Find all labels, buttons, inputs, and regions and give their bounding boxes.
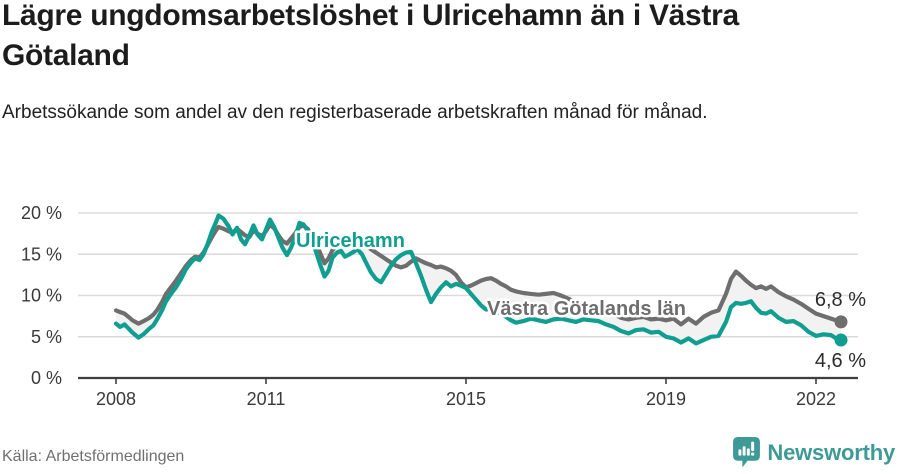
y-tick-label: 0 % bbox=[31, 368, 62, 388]
y-tick-label: 10 % bbox=[21, 286, 62, 306]
page-title: Lägre ungdomsarbetslöshet i Ulricehamn ä… bbox=[2, 0, 739, 72]
x-tick-label: 2022 bbox=[796, 389, 836, 409]
end-dot-vastra-gotaland bbox=[834, 315, 848, 329]
end-dot-ulricehamn bbox=[834, 333, 848, 347]
series-label-ulricehamn: Ulricehamn bbox=[296, 230, 405, 252]
y-tick-label: 5 % bbox=[31, 327, 62, 347]
page-subtitle: Arbetssökande som andel av den registerb… bbox=[2, 102, 708, 123]
newsworthy-logo-text: Newsworthy bbox=[767, 439, 895, 465]
line-chart: 0 % 5 % 10 % 15 % 20 % 2008 2011 2015 2019 2022 Ul… bbox=[21, 203, 866, 409]
newsworthy-logo-icon bbox=[733, 437, 761, 468]
newsworthy-logo: Newsworthy bbox=[733, 437, 895, 468]
end-value-label: 6,8 % bbox=[815, 289, 866, 311]
series-label-vastra-gotaland: Västra Götalands län bbox=[487, 298, 686, 320]
y-tick-label: 20 % bbox=[21, 203, 62, 223]
x-tick-label: 2011 bbox=[247, 389, 286, 409]
x-tick-label: 2019 bbox=[646, 389, 686, 409]
y-tick-label: 15 % bbox=[21, 244, 62, 264]
series-line-ulricehamn bbox=[113, 213, 844, 346]
end-value-label: 4,6 % bbox=[815, 350, 866, 372]
source-note: Källa: Arbetsförmedlingen bbox=[2, 448, 185, 465]
x-tick-label: 2015 bbox=[446, 389, 486, 409]
x-tick-label: 2008 bbox=[96, 389, 136, 409]
